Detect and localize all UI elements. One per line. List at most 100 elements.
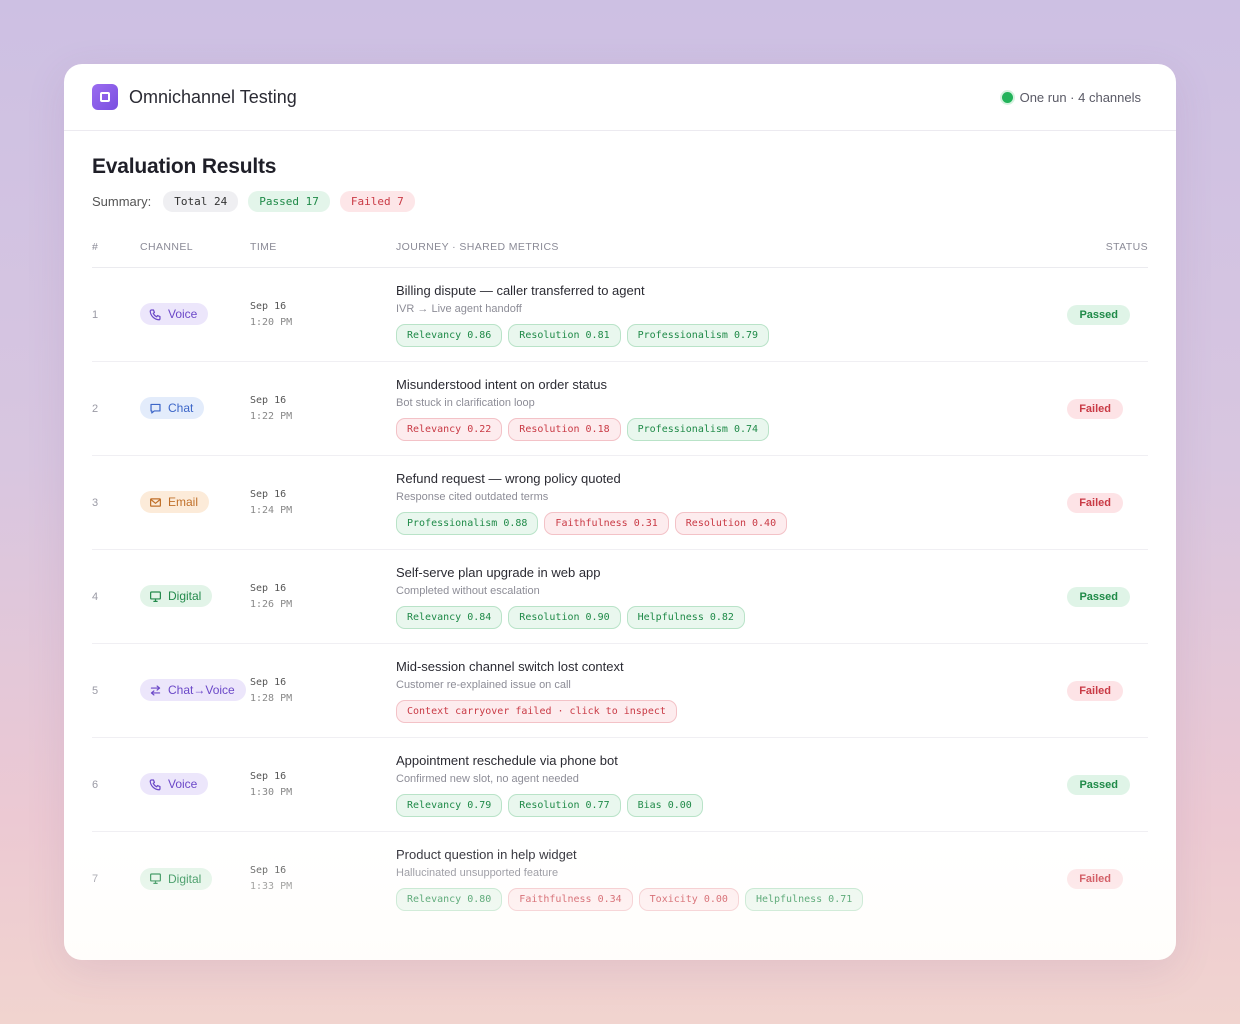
journey-cell: Self-serve plan upgrade in web app Compl… [396,565,1048,629]
channel-badge[interactable]: Voice [140,303,209,326]
metric-chip[interactable]: Faithfulness 0.31 [544,511,669,535]
metric-chip[interactable]: Relevancy 0.86 [396,323,503,347]
run-info-text: One run · 4 channels [1019,89,1141,105]
metric-chip[interactable]: Relevancy 0.84 [396,605,503,629]
envelope-icon [149,496,162,509]
metrics-list: Relevancy 0.79 Resolution 0.77 Bias 0.00 [396,793,1048,817]
metric-chip[interactable]: Resolution 0.77 [508,793,621,817]
channel-label: Voice [168,777,198,792]
row-number: 6 [92,778,99,791]
row-time: Sep 16 1:24 PM [250,487,396,519]
switch-arrows-icon [149,684,162,697]
journey-title[interactable]: Self-serve plan upgrade in web app [396,564,601,580]
row-time: Sep 16 1:20 PM [250,299,396,331]
channel-label: Voice [168,307,198,322]
metrics-list: Relevancy 0.84 Resolution 0.90 Helpfulness… [396,605,1048,629]
channel-badge[interactable]: Digital [140,585,213,608]
results-table-body: 1 Voice Sep 16 1:20 PM Billing dispute —… [92,268,1148,926]
journey-subtitle: Response cited outdated terms [396,490,549,503]
journey-title[interactable]: Refund request — wrong policy quoted [396,470,621,486]
journey-title[interactable]: Misunderstood intent on order status [396,376,608,392]
status-badge: Passed [1067,774,1130,795]
status-badge: Failed [1067,492,1123,513]
row-number: 4 [92,590,99,603]
table-row[interactable]: 1 Voice Sep 16 1:20 PM Billing dispute —… [92,268,1148,362]
journey-cell: Appointment reschedule via phone bot Con… [396,753,1048,817]
metric-chip[interactable]: Faithfulness 0.34 [508,888,633,911]
row-number: 5 [92,684,99,697]
metric-chip[interactable]: Resolution 0.81 [508,323,621,347]
table-row[interactable]: 4 Digital Sep 16 1:26 PM Self-serve plan… [92,550,1148,644]
brand: Omnichannel Testing [92,84,297,110]
metric-chip[interactable]: Resolution 0.90 [508,605,621,629]
status-badge: Failed [1067,680,1123,701]
table-header: # CHANNEL TIME JOURNEY · SHARED METRICS … [92,234,1148,268]
metric-chip[interactable]: Resolution 0.18 [508,417,621,441]
row-number: 3 [92,496,99,509]
channel-badge[interactable]: Digital [140,867,213,890]
metric-chip[interactable]: Professionalism 0.88 [396,511,539,535]
channel-badge[interactable]: Chat→Voice [140,679,246,702]
journey-title[interactable]: Mid-session channel switch lost context [396,658,624,674]
metric-chip[interactable]: Relevancy 0.80 [396,888,503,911]
channel-label: Digital [168,589,202,604]
status-cell: Failed [1048,398,1148,419]
journey-subtitle: Hallucinated unsupported feature [396,867,559,879]
page-title: Evaluation Results [92,155,277,178]
table-row[interactable]: 3 Email Sep 16 1:24 PM Refund request — … [92,456,1148,550]
channel-label: Digital [168,871,202,886]
status-cell: Failed [1048,869,1148,889]
row-time-text: 1:28 PM [250,692,293,704]
summary-total-badge[interactable]: Total 24 [163,191,239,212]
journey-title[interactable]: Product question in help widget [396,847,577,862]
journey-subtitle: Bot stuck in clarification loop [396,396,535,409]
channel-badge[interactable]: Email [140,491,210,514]
metric-chip[interactable]: Relevancy 0.22 [396,417,503,441]
metric-chip[interactable]: Context carryover failed · click to insp… [396,699,677,723]
table-row[interactable]: 7 Digital Sep 16 1:33 PM Product questio… [92,832,1148,926]
metric-chip[interactable]: Helpfulness 0.82 [626,605,745,629]
row-time-text: 1:33 PM [250,881,293,892]
journey-cell: Misunderstood intent on order status Bot… [396,377,1048,441]
journey-subtitle: Customer re-explained issue on call [396,678,571,691]
row-number: 1 [92,308,99,321]
journey-cell: Product question in help widget Hallucin… [396,847,1048,911]
table-row[interactable]: 6 Voice Sep 16 1:30 PM Appointment resch… [92,738,1148,832]
table-row[interactable]: 2 Chat Sep 16 1:22 PM Misunderstood inte… [92,362,1148,456]
status-badge: Passed [1067,304,1130,325]
summary-label: Summary: [92,194,152,209]
metric-chip[interactable]: Professionalism 0.74 [626,417,770,441]
metric-chip[interactable]: Relevancy 0.79 [396,793,503,817]
table-row[interactable]: 5 Chat→Voice Sep 16 1:28 PM Mid-session … [92,644,1148,738]
summary-passed-badge[interactable]: Passed 17 [248,191,330,212]
row-date-text: Sep 16 [250,300,287,312]
metrics-list: Relevancy 0.22 Resolution 0.18 Professiona… [396,417,1048,441]
summary-failed-badge[interactable]: Failed 7 [339,191,415,212]
metric-chip[interactable]: Professionalism 0.79 [626,323,770,347]
channel-label: Chat [168,401,194,416]
row-time: Sep 16 1:28 PM [250,675,396,707]
results-card: Omnichannel Testing One run · 4 channels… [64,64,1176,960]
metrics-list: Professionalism 0.88 Faithfulness 0.31 Res… [396,511,1048,535]
channel-label: Email [168,495,199,510]
row-time-text: 1:30 PM [250,786,293,798]
status-badge: Failed [1067,869,1123,889]
metric-chip[interactable]: Toxicity 0.00 [638,888,739,911]
metric-chip[interactable]: Helpfulness 0.71 [744,888,864,911]
status-cell: Passed [1048,304,1148,325]
column-header-journey: JOURNEY · SHARED METRICS [396,240,559,253]
phone-icon [149,778,162,791]
metric-chip[interactable]: Resolution 0.40 [674,511,788,535]
row-time: Sep 16 1:30 PM [250,769,396,801]
status-cell: Failed [1048,680,1148,701]
journey-title[interactable]: Appointment reschedule via phone bot [396,752,618,768]
metrics-list: Relevancy 0.86 Resolution 0.81 Professiona… [396,323,1048,347]
channel-badge[interactable]: Chat [140,397,205,420]
row-time-text: 1:24 PM [250,504,293,516]
metrics-list: Context carryover failed · click to insp… [396,699,1048,723]
channel-badge[interactable]: Voice [140,773,209,796]
metric-chip[interactable]: Bias 0.00 [626,793,703,817]
row-number: 7 [92,873,99,885]
journey-title[interactable]: Billing dispute — caller transferred to … [396,282,645,298]
journey-subtitle: IVR → Live agent handoff [396,302,522,315]
